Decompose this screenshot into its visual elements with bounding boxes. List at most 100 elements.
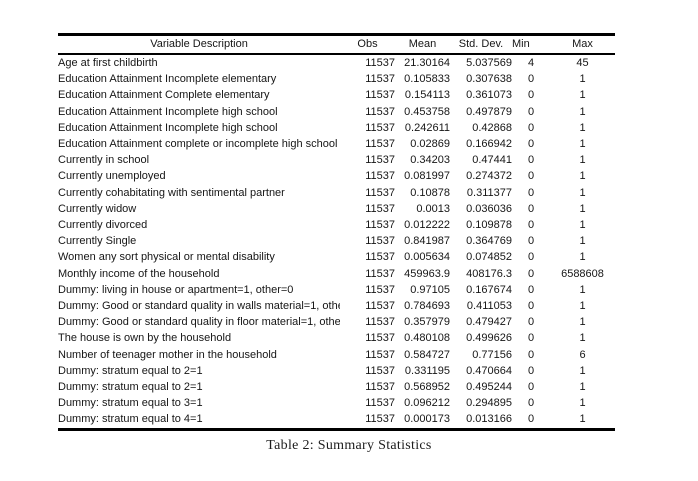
table-body: Age at first childbirth 11537 21.30164 5…	[58, 54, 615, 429]
cell-obs: 11537	[365, 202, 395, 215]
cell-std-dev: 5.037569	[466, 57, 512, 69]
cell-variable-description: Currently Single	[58, 235, 137, 248]
cell-std-dev: 0.013166	[466, 413, 512, 426]
cell-mean: 0.784693	[404, 300, 450, 313]
table-caption: Table 2: Summary Statistics	[266, 438, 432, 453]
cell-mean: 0.0013	[416, 202, 450, 215]
table-row: The house is own by the household 11537 …	[58, 330, 615, 346]
cell-obs: 11537	[365, 364, 395, 377]
cell-std-dev: 0.074852	[466, 251, 512, 264]
cell-min: 0	[527, 202, 535, 215]
cell-variable-description: Monthly income of the household	[58, 267, 220, 280]
cell-max: 1	[579, 170, 586, 183]
cell-std-dev: 0.47441	[472, 154, 512, 167]
cell-obs: 11537	[365, 73, 395, 86]
cell-obs: 11537	[365, 283, 395, 296]
cell-obs: 11537	[365, 300, 395, 313]
cell-variable-description: Dummy: Good or standard quality in walls…	[58, 300, 340, 313]
summary-statistics-table: Variable Description Obs Mean Std. Dev. …	[58, 33, 615, 431]
cell-variable-description: The house is own by the household	[58, 332, 232, 345]
cell-mean: 0.096212	[404, 397, 450, 410]
col-header-std-dev: Std. Dev.	[450, 34, 512, 55]
cell-mean: 0.005634	[404, 251, 450, 264]
cell-obs: 11537	[365, 251, 395, 264]
cell-std-dev: 0.294895	[466, 397, 512, 410]
cell-obs: 11537	[365, 381, 395, 394]
col-header-max: Max	[550, 34, 615, 55]
table-row: Education Attainment Complete elementary…	[58, 87, 615, 103]
cell-min: 0	[527, 397, 535, 410]
cell-std-dev: 0.411053	[466, 300, 512, 313]
cell-min: 0	[527, 138, 535, 151]
cell-min: 0	[527, 251, 535, 264]
cell-variable-description: Dummy: stratum equal to 3=1	[58, 397, 203, 410]
cell-min: 0	[527, 300, 535, 313]
cell-mean: 0.081997	[404, 170, 450, 183]
table-row: Currently Single 11537 0.841987 0.364769…	[58, 233, 615, 249]
cell-variable-description: Education Attainment Complete elementary	[58, 89, 270, 102]
table-row: Currently cohabitating with sentimental …	[58, 185, 615, 201]
cell-variable-description: Dummy: stratum equal to 4=1	[58, 413, 203, 426]
cell-max: 1	[579, 121, 586, 134]
cell-mean: 21.30164	[404, 57, 450, 69]
cell-variable-description: Dummy: Good or standard quality in floor…	[58, 316, 340, 329]
cell-mean: 0.10878	[410, 186, 450, 199]
cell-min: 0	[527, 121, 535, 134]
cell-max: 1	[579, 235, 586, 248]
cell-std-dev: 0.361073	[466, 89, 512, 102]
table-row: Women any sort physical or mental disabi…	[58, 249, 615, 265]
cell-obs: 11537	[365, 138, 395, 151]
cell-max: 45	[576, 57, 589, 69]
cell-max: 1	[579, 300, 586, 313]
table-row: Dummy: stratum equal to 2=1 11537 0.5689…	[58, 379, 615, 395]
cell-max: 1	[579, 105, 586, 118]
cell-variable-description: Education Attainment complete or incompl…	[58, 138, 338, 151]
table-row: Education Attainment complete or incompl…	[58, 136, 615, 152]
col-header-mean: Mean	[395, 34, 450, 55]
cell-std-dev: 0.497879	[466, 105, 512, 118]
table-row: Education Attainment Incomplete elementa…	[58, 71, 615, 87]
cell-min: 0	[527, 332, 535, 345]
table-row: Education Attainment Incomplete high sch…	[58, 120, 615, 136]
cell-min: 0	[527, 219, 535, 232]
cell-min: 0	[527, 89, 535, 102]
cell-std-dev: 0.499626	[466, 332, 512, 345]
cell-std-dev: 408176.3	[466, 267, 512, 280]
cell-mean: 0.357979	[404, 316, 450, 329]
cell-std-dev: 0.166942	[466, 138, 512, 151]
cell-std-dev: 0.479427	[466, 316, 512, 329]
cell-variable-description: Currently divorced	[58, 219, 148, 232]
cell-min: 0	[527, 186, 535, 199]
cell-obs: 11537	[365, 170, 395, 183]
cell-max: 1	[579, 397, 586, 410]
cell-max: 1	[579, 89, 586, 102]
cell-mean: 0.02869	[410, 138, 450, 151]
cell-obs: 11537	[365, 105, 395, 118]
cell-min: 0	[527, 73, 535, 86]
cell-std-dev: 0.364769	[466, 235, 512, 248]
cell-obs: 11537	[365, 397, 395, 410]
table-row: Age at first childbirth 11537 21.30164 5…	[58, 54, 615, 71]
cell-min: 0	[527, 283, 535, 296]
col-header-min: Min	[512, 34, 550, 55]
table-row: Dummy: living in house or apartment=1, o…	[58, 282, 615, 298]
table-row: Currently unemployed 11537 0.081997 0.27…	[58, 168, 615, 184]
cell-mean: 0.154113	[404, 89, 450, 102]
cell-variable-description: Currently cohabitating with sentimental …	[58, 186, 285, 199]
cell-max: 1	[579, 138, 586, 151]
cell-std-dev: 0.167674	[466, 283, 512, 296]
cell-variable-description: Currently in school	[58, 154, 150, 167]
cell-obs: 11537	[365, 348, 395, 361]
cell-obs: 11537	[365, 89, 395, 102]
table-row: Education Attainment Incomplete high sch…	[58, 104, 615, 120]
table-row: Monthly income of the household 11537 45…	[58, 266, 615, 282]
cell-min: 0	[527, 154, 535, 167]
cell-variable-description: Women any sort physical or mental disabi…	[58, 251, 275, 264]
cell-std-dev: 0.274372	[466, 170, 512, 183]
cell-min: 0	[527, 105, 535, 118]
cell-std-dev: 0.77156	[472, 348, 512, 361]
cell-max: 1	[579, 283, 586, 296]
cell-mean: 0.242611	[404, 121, 450, 134]
cell-std-dev: 0.42868	[472, 121, 512, 134]
